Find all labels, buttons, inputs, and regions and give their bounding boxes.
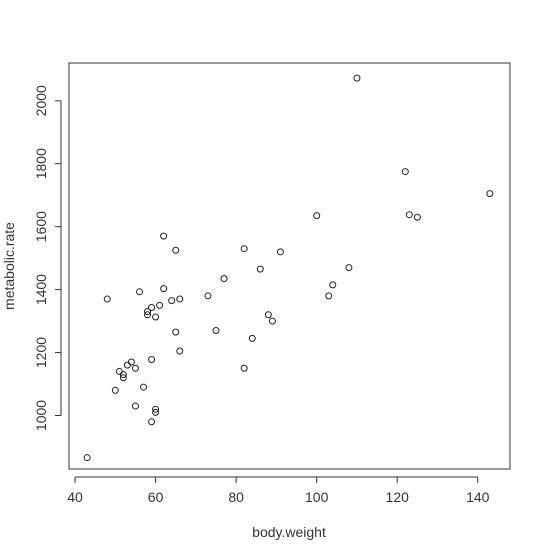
data-point (152, 313, 160, 321)
data-point (152, 408, 160, 416)
data-point (413, 213, 421, 221)
data-point (123, 361, 131, 369)
data-point (111, 386, 119, 394)
y-tick-label: 1600 (33, 211, 49, 242)
data-point (240, 364, 248, 372)
data-point (313, 212, 321, 220)
data-point (329, 281, 337, 289)
data-point (204, 292, 212, 300)
data-point (353, 74, 361, 82)
data-point (103, 295, 111, 303)
data-point (172, 328, 180, 336)
data-point (156, 301, 164, 309)
data-point (220, 275, 228, 283)
x-tick-label: 40 (67, 489, 83, 505)
data-point (401, 168, 409, 176)
y-axis: 1000 1200 1400 1600 1800 2000 (33, 85, 62, 431)
data-point (119, 374, 127, 382)
y-tick-label: 1200 (33, 337, 49, 368)
data-point (119, 371, 127, 379)
data-point (160, 285, 168, 293)
data-point (176, 347, 184, 355)
data-point (83, 454, 91, 462)
x-tick-label: 120 (386, 489, 410, 505)
x-axis: 40 60 80 100 120 140 (67, 476, 490, 505)
y-tick-label: 2000 (33, 85, 49, 116)
data-point (486, 190, 494, 198)
x-tick-label: 60 (148, 489, 164, 505)
x-tick-label: 80 (228, 489, 244, 505)
data-point (256, 265, 264, 273)
data-point (345, 264, 353, 272)
data-point (144, 308, 152, 316)
data-point (264, 311, 272, 319)
y-tick-label: 1800 (33, 148, 49, 179)
data-point (148, 304, 156, 312)
data-point (144, 311, 152, 319)
data-point (172, 246, 180, 254)
x-axis-title: body.weight (252, 524, 326, 540)
x-tick-label: 100 (305, 489, 329, 505)
data-point (152, 405, 160, 413)
data-point (240, 245, 248, 253)
data-point (168, 297, 176, 305)
data-points (83, 74, 494, 462)
data-point (160, 232, 168, 240)
data-point (148, 355, 156, 363)
y-axis-title: metabolic.rate (1, 222, 17, 310)
x-tick-label: 140 (466, 489, 490, 505)
data-point (276, 248, 284, 256)
data-point (212, 327, 220, 335)
data-point (115, 367, 123, 375)
data-point (148, 418, 156, 426)
plot-frame (68, 62, 511, 470)
data-point (268, 317, 276, 325)
data-point (127, 358, 135, 366)
data-point (176, 295, 184, 303)
data-point (131, 364, 139, 372)
data-point (131, 402, 139, 410)
data-point (135, 288, 143, 296)
data-point (140, 383, 148, 391)
data-point (248, 334, 256, 342)
y-tick-label: 1000 (33, 400, 49, 431)
y-tick-label: 1400 (33, 274, 49, 305)
data-point (325, 292, 333, 300)
data-point (405, 211, 413, 219)
